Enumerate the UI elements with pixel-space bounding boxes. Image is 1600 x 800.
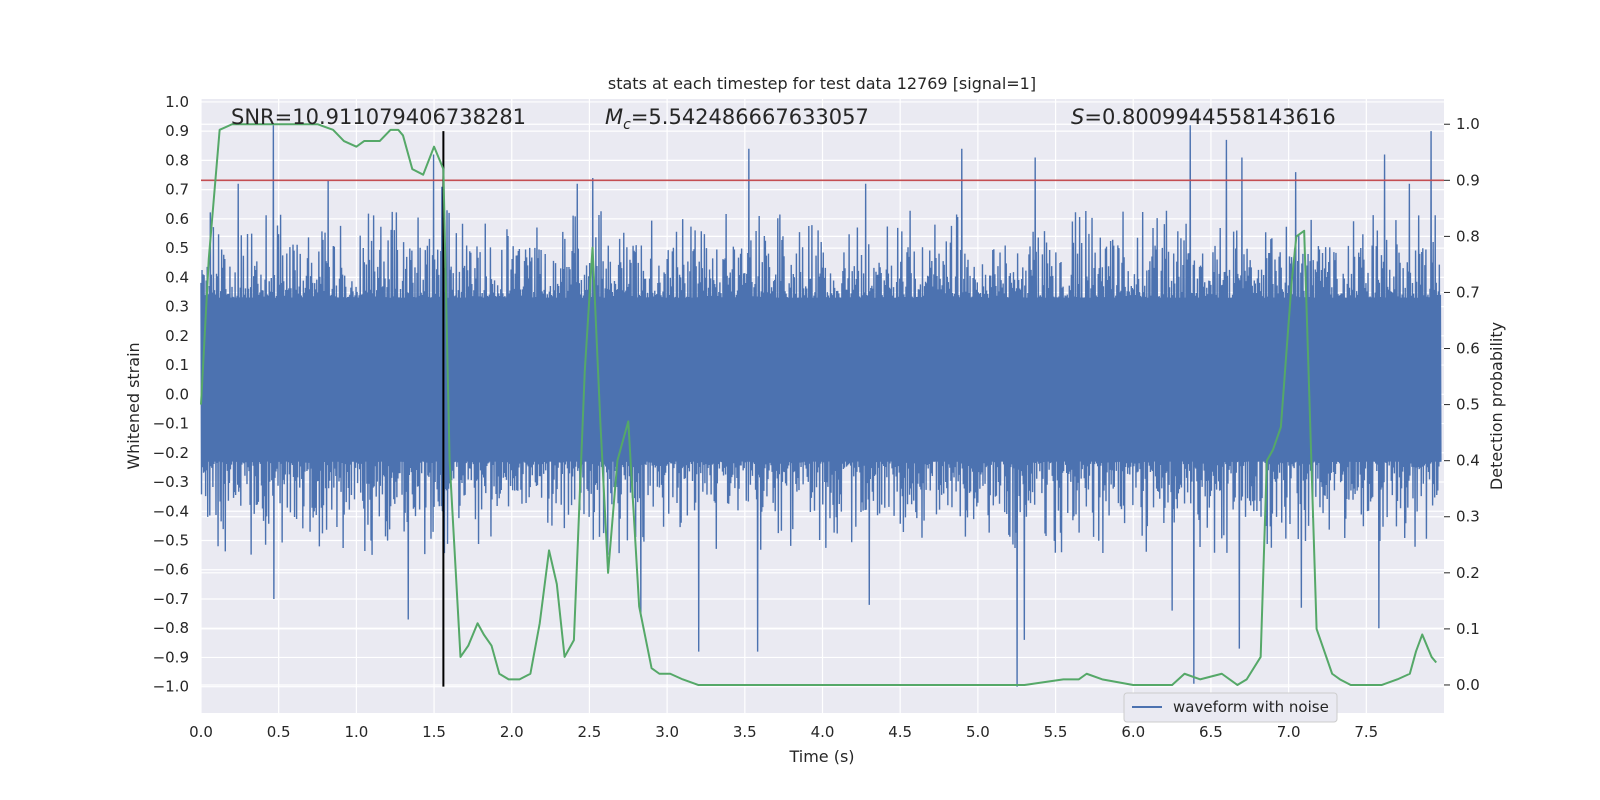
y-tick-label-right: 0.8 <box>1456 227 1480 245</box>
y-tick-label-left: 0.3 <box>165 298 189 316</box>
legend: waveform with noise <box>1123 692 1338 723</box>
y-tick-label-right: 0.4 <box>1456 452 1480 470</box>
x-tick-label: 1.0 <box>344 723 368 741</box>
x-axis-label: Time (s) <box>788 747 854 766</box>
y-tick-label-right: 0.3 <box>1456 508 1480 526</box>
y-tick-label-left: 0.1 <box>165 356 189 374</box>
x-tick-label: 7.5 <box>1354 723 1378 741</box>
waveform-line <box>200 125 1442 687</box>
y-tick-label-left: 0.4 <box>165 268 189 286</box>
x-tick-label: 5.0 <box>966 723 990 741</box>
y-tick-label-right: 0.9 <box>1456 171 1480 189</box>
chirp-mass-annotation: Mc=5.542486667633057 <box>605 105 869 133</box>
y-tick-label-left: −0.1 <box>153 415 189 433</box>
legend-box <box>1123 692 1338 723</box>
s-value: =0.8009944558143616 <box>1084 105 1335 129</box>
chirp-mass-value: =5.542486667633057 <box>631 105 869 129</box>
left-axis-ticks: 1.0 0.9 0.8 0.7 0.6 0.5 0.4 0.3 0.2 0.1 0.0 −0.1 −0.… <box>153 93 189 696</box>
x-tick-label: 4.5 <box>888 723 912 741</box>
y-tick-label-left: −1.0 <box>153 678 189 696</box>
y-tick-label-right: 0.2 <box>1456 564 1480 582</box>
probability-line <box>200 123 1437 686</box>
x-tick-label: 3.5 <box>733 723 757 741</box>
x-tick-label: 2.0 <box>500 723 524 741</box>
y-tick-label-right: 1.0 <box>1456 115 1480 133</box>
x-tick-label: 2.5 <box>578 723 602 741</box>
y-tick-label-left: 0.6 <box>165 210 189 228</box>
y-axis-label-left: Whitened strain <box>124 342 143 469</box>
bottom-axis-ticks: 0.0 0.5 1.0 1.5 2.0 2.5 3.0 3.5 4.0 4.5 5.0 5.5 6.0 6… <box>189 723 1378 741</box>
x-tick-label: 4.0 <box>811 723 835 741</box>
snr-annotation: SNR=10.911079406738281 <box>231 105 526 129</box>
y-tick-label-left: 0.9 <box>165 122 189 140</box>
y-tick-label-right: 0.0 <box>1456 676 1480 694</box>
y-tick-label-left: −0.4 <box>153 502 189 520</box>
y-tick-label-left: −0.8 <box>153 619 189 637</box>
y-tick-label-left: −0.5 <box>153 531 189 549</box>
y-tick-label-left: −0.2 <box>153 444 189 462</box>
legend-entry-waveform: waveform with noise <box>1173 698 1329 716</box>
waveform-series <box>200 125 1442 687</box>
y-tick-label-right: 0.5 <box>1456 396 1480 414</box>
x-tick-label: 5.5 <box>1044 723 1068 741</box>
overlay-lines <box>201 131 1444 687</box>
y-tick-label-left: 0.8 <box>165 151 189 169</box>
s-annotation: S=0.8009944558143616 <box>1071 105 1336 129</box>
y-tick-label-left: −0.3 <box>153 473 189 491</box>
chirp-mass-subscript: c <box>623 117 631 133</box>
y-tick-label-right: 0.6 <box>1456 340 1480 358</box>
y-tick-label-left: 0.0 <box>165 385 189 403</box>
chart-title: stats at each timestep for test data 127… <box>608 74 1036 93</box>
x-tick-label: 1.5 <box>422 723 446 741</box>
x-tick-label: 6.5 <box>1199 723 1223 741</box>
x-tick-label: 6.0 <box>1121 723 1145 741</box>
right-axis-ticks: 1.0 0.9 0.8 0.7 0.6 0.5 0.4 0.3 0.2 0.1 0.0 <box>1444 115 1480 694</box>
s-symbol: S <box>1071 105 1084 129</box>
y-tick-label-left: −0.6 <box>153 561 189 579</box>
y-tick-label-left: 0.5 <box>165 239 189 257</box>
y-axis-label-right: Detection probability <box>1487 322 1506 490</box>
y-tick-label-right: 0.7 <box>1456 283 1480 301</box>
y-tick-label-right: 0.1 <box>1456 620 1480 638</box>
x-tick-label: 0.5 <box>267 723 291 741</box>
x-tick-label: 3.0 <box>655 723 679 741</box>
x-tick-label: 0.0 <box>189 723 213 741</box>
y-tick-label-left: 0.7 <box>165 181 189 199</box>
x-tick-label: 7.0 <box>1277 723 1301 741</box>
chirp-mass-symbol: M <box>605 105 623 129</box>
y-tick-label-left: 1.0 <box>165 93 189 111</box>
y-tick-label-left: −0.7 <box>153 590 189 608</box>
y-tick-label-left: 0.2 <box>165 327 189 345</box>
probability-series <box>200 123 1437 686</box>
y-tick-label-left: −0.9 <box>153 648 189 666</box>
